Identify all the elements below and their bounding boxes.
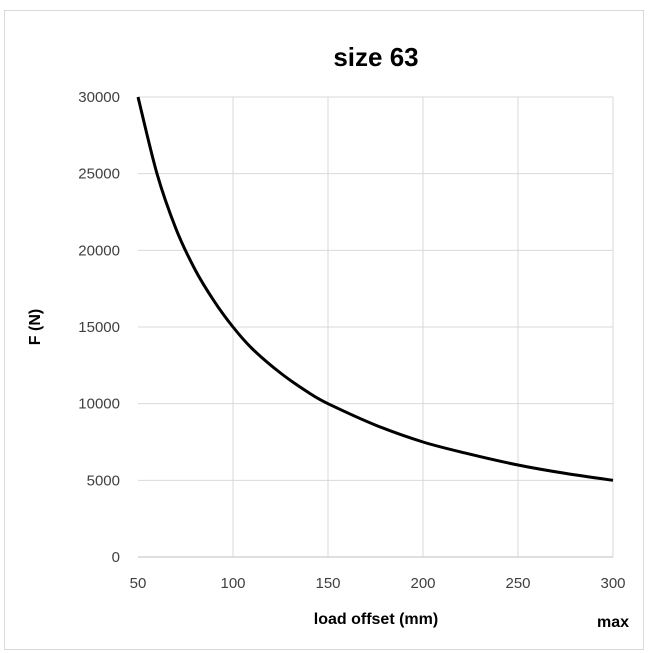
y-tick-label: 5000 [87, 472, 120, 489]
x-tick-label: 300 [600, 575, 625, 592]
x-tick-label: 200 [410, 575, 435, 592]
series-line [136, 96, 614, 482]
x-tick-label: 100 [220, 575, 245, 592]
x-tick-label: 250 [505, 575, 530, 592]
max-label: max [597, 614, 629, 631]
x-tick-labels: 50 100 150 200 250 300 [130, 575, 626, 592]
x-tick-label: 150 [315, 575, 340, 592]
chart-title: size 63 [333, 42, 418, 72]
y-tick-labels: 0 5000 10000 15000 20000 25000 30000 [78, 89, 120, 566]
y-tick-label: 25000 [78, 166, 120, 183]
y-tick-label: 15000 [78, 319, 120, 336]
y-tick-label: 10000 [78, 396, 120, 413]
chart-frame [4, 10, 644, 650]
y-tick-label: 20000 [78, 242, 120, 259]
x-tick-label: 50 [130, 575, 147, 592]
x-axis-label: load offset (mm) [314, 611, 438, 628]
y-axis-label: F (N) [27, 309, 44, 345]
y-tick-label: 0 [112, 549, 120, 566]
y-tick-label: 30000 [78, 89, 120, 106]
grid [138, 96, 614, 558]
